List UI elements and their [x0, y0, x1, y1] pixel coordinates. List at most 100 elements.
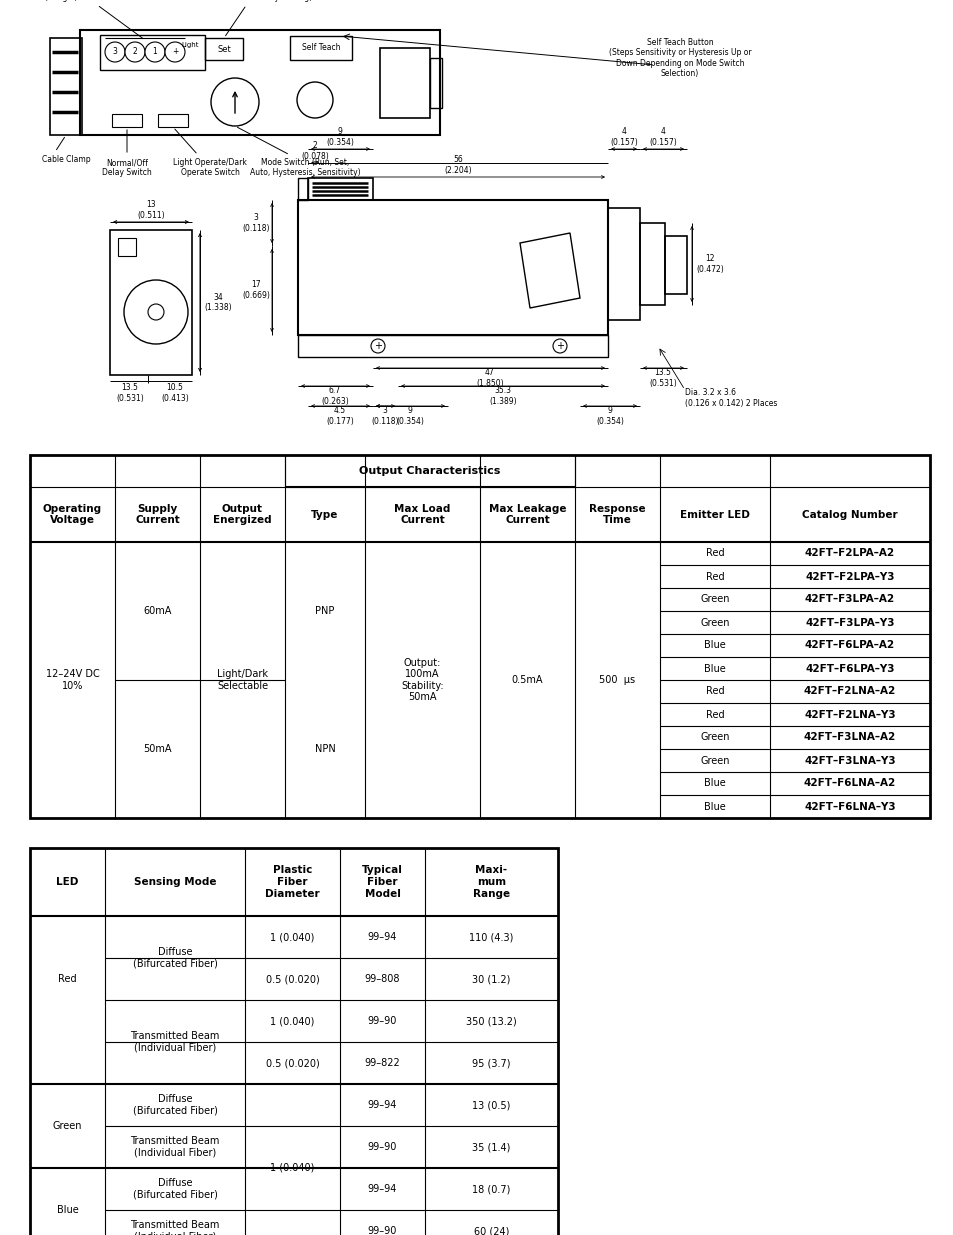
Text: 9
(0.354): 9 (0.354): [395, 406, 423, 426]
Text: +: +: [374, 341, 381, 351]
Text: 35 (1.4): 35 (1.4): [472, 1142, 510, 1152]
Text: Blue: Blue: [703, 641, 725, 651]
Text: 9
(0.354): 9 (0.354): [326, 127, 354, 147]
Text: 3
(0.118): 3 (0.118): [242, 214, 270, 232]
Text: 42FT–F3LPA–A2: 42FT–F3LPA–A2: [804, 594, 894, 604]
Circle shape: [124, 280, 188, 345]
Text: 13.5
(0.531): 13.5 (0.531): [648, 368, 677, 388]
Circle shape: [296, 82, 333, 119]
Text: 13
(0.511): 13 (0.511): [137, 200, 165, 220]
Text: Mode Switch (Run, Set,
Auto, Hysteresis, Sensitivity): Mode Switch (Run, Set, Auto, Hysteresis,…: [250, 158, 360, 178]
Text: Output
Energized: Output Energized: [213, 504, 272, 525]
Text: 34
(1.338): 34 (1.338): [204, 293, 232, 312]
Bar: [607, 207, 639, 320]
Text: 42FT–F2LNA–A2: 42FT–F2LNA–A2: [803, 687, 895, 697]
Text: 1 (0.040): 1 (0.040): [270, 1163, 314, 1173]
Text: +: +: [172, 47, 178, 57]
Polygon shape: [519, 233, 579, 308]
Text: 42FT–F6LPA–Y3: 42FT–F6LPA–Y3: [804, 663, 894, 673]
Text: +: +: [556, 341, 563, 351]
Bar: [639, 224, 664, 305]
Text: Response
Time: Response Time: [589, 504, 645, 525]
Text: 99–90: 99–90: [368, 1142, 396, 1152]
Text: 50mA: 50mA: [143, 743, 172, 755]
Text: 110 (4.3): 110 (4.3): [469, 932, 513, 942]
Bar: [379, 48, 430, 119]
Bar: [664, 236, 686, 294]
Text: Operating
Voltage: Operating Voltage: [43, 504, 102, 525]
Text: 3
(0.118): 3 (0.118): [371, 406, 398, 426]
Text: 60mA: 60mA: [143, 606, 172, 616]
Circle shape: [211, 78, 258, 126]
Text: Type: Type: [311, 510, 338, 520]
Text: Blue: Blue: [703, 802, 725, 811]
Text: Red: Red: [705, 687, 723, 697]
Text: 13 (0.5): 13 (0.5): [472, 1100, 510, 1110]
Bar: [297, 178, 308, 200]
Text: 17
(0.669): 17 (0.669): [242, 280, 270, 300]
Text: 12
(0.472): 12 (0.472): [696, 254, 723, 274]
Text: 4.5
(0.177): 4.5 (0.177): [326, 406, 354, 426]
Text: 1 (0.040): 1 (0.040): [270, 1016, 314, 1026]
Text: 18 (0.7): 18 (0.7): [472, 1184, 510, 1194]
Text: 47
(1.850): 47 (1.850): [476, 368, 503, 388]
Text: 99–90: 99–90: [368, 1016, 396, 1026]
Circle shape: [105, 42, 125, 62]
Text: 42FT–F2LNA–Y3: 42FT–F2LNA–Y3: [803, 709, 895, 720]
Circle shape: [145, 42, 165, 62]
Text: Green: Green: [52, 1121, 82, 1131]
Text: Plastic
Fiber
Diameter: Plastic Fiber Diameter: [265, 866, 319, 899]
Bar: [430, 58, 441, 107]
Text: Light Level
(Margin) Indicator: Light Level (Margin) Indicator: [46, 0, 143, 38]
Text: 99–94: 99–94: [368, 1184, 396, 1194]
Text: 9
(0.354): 9 (0.354): [596, 406, 623, 426]
Text: Self Teach Button
(Steps Sensitivity or Hysteresis Up or
Down Depending on Mode : Self Teach Button (Steps Sensitivity or …: [608, 38, 751, 78]
Text: Green: Green: [700, 594, 729, 604]
Text: Typical
Fiber
Model: Typical Fiber Model: [362, 866, 402, 899]
Text: 4
(0.157): 4 (0.157): [610, 127, 638, 147]
Text: 10.5
(0.413): 10.5 (0.413): [161, 383, 189, 403]
Circle shape: [165, 42, 185, 62]
Text: 60 (24): 60 (24): [474, 1226, 509, 1235]
Text: Diffuse
(Bifurcated Fiber): Diffuse (Bifurcated Fiber): [132, 1094, 217, 1115]
Text: Output:
100mA
Stability:
50mA: Output: 100mA Stability: 50mA: [401, 657, 443, 703]
Bar: [158, 114, 188, 127]
Text: Light/Dark
Selectable: Light/Dark Selectable: [216, 669, 268, 690]
Text: Cable Clamp: Cable Clamp: [42, 156, 91, 164]
Text: Green: Green: [700, 732, 729, 742]
Text: Maxi-
mum
Range: Maxi- mum Range: [473, 866, 510, 899]
Text: 42FT–F3LNA–Y3: 42FT–F3LNA–Y3: [803, 756, 895, 766]
Text: 350 (13.2): 350 (13.2): [466, 1016, 517, 1026]
Text: Output Characteristics: Output Characteristics: [359, 466, 500, 475]
Text: 99–90: 99–90: [368, 1226, 396, 1235]
Bar: [100, 35, 205, 70]
Text: Blue: Blue: [703, 663, 725, 673]
Text: 42FT–F6LPA–A2: 42FT–F6LPA–A2: [804, 641, 894, 651]
Bar: [30, 848, 558, 1235]
Text: Green: Green: [700, 756, 729, 766]
Text: Max Leakage
Current: Max Leakage Current: [488, 504, 566, 525]
Text: 95 (3.7): 95 (3.7): [472, 1058, 510, 1068]
Text: 99–94: 99–94: [368, 932, 396, 942]
Text: 12–24V DC
10%: 12–24V DC 10%: [46, 669, 99, 690]
Text: Blue: Blue: [703, 778, 725, 788]
Text: Green: Green: [700, 618, 729, 627]
Circle shape: [125, 42, 145, 62]
Text: Red: Red: [58, 974, 77, 984]
Text: 42FT–F2LPA–Y3: 42FT–F2LPA–Y3: [804, 572, 894, 582]
Text: Diffuse
(Bifurcated Fiber): Diffuse (Bifurcated Fiber): [132, 1178, 217, 1199]
Text: 1 (0.040): 1 (0.040): [270, 932, 314, 942]
Text: 99–94: 99–94: [368, 1100, 396, 1110]
Bar: [297, 335, 607, 357]
Bar: [205, 38, 243, 61]
Text: Diffuse
(Bifurcated Fiber): Diffuse (Bifurcated Fiber): [132, 947, 217, 968]
Bar: [110, 230, 192, 375]
Text: 99–808: 99–808: [364, 974, 400, 984]
Text: 30 (1.2): 30 (1.2): [472, 974, 510, 984]
Text: 13.5
(0.531): 13.5 (0.531): [116, 383, 144, 403]
Text: Red: Red: [705, 572, 723, 582]
Text: 4
(0.157): 4 (0.157): [648, 127, 677, 147]
Text: Red: Red: [705, 709, 723, 720]
Text: Light Operate/Dark
Operate Switch: Light Operate/Dark Operate Switch: [172, 158, 247, 178]
Text: Transmitted Beam
(Individual Fiber): Transmitted Beam (Individual Fiber): [131, 1220, 219, 1235]
